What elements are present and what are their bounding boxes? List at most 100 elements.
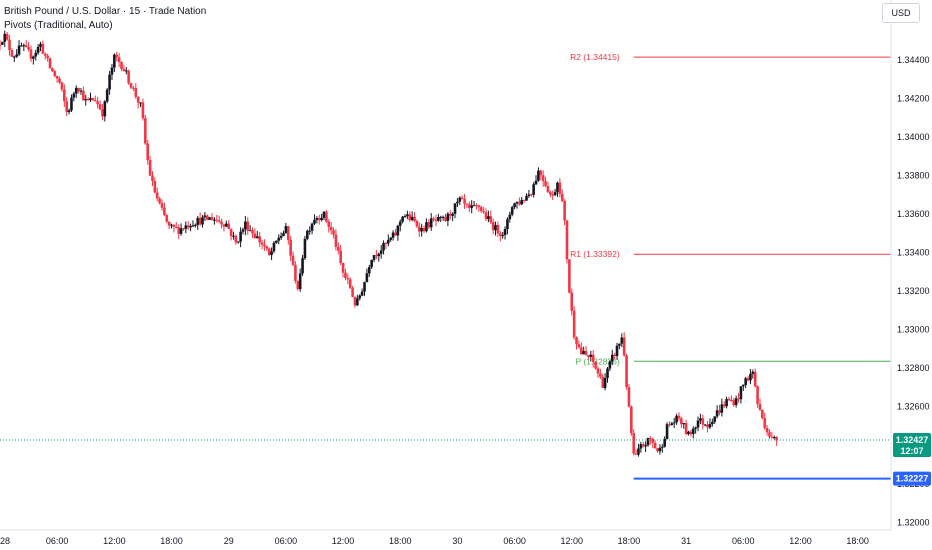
y-tick-label: 1.32000 [897,517,930,527]
candle-body [730,400,733,402]
candle-body [618,343,621,346]
candle-body [286,226,290,240]
candle-body [236,241,240,243]
candle-body [174,226,178,228]
candle-body [658,447,662,452]
x-tick-label: 18:00 [389,536,412,546]
candle-body [575,337,578,345]
candle-body [468,204,471,208]
x-tick-label: 30 [452,536,462,546]
candle-body [291,255,295,265]
candle-body [591,354,595,363]
candle-body [96,101,99,105]
candle-body [182,228,185,230]
candle-body [472,205,476,207]
candle-body [332,230,335,235]
x-tick-label: 12:00 [103,536,126,546]
candle-body [637,448,640,455]
candle-body [711,421,714,425]
candle-body [93,100,97,102]
candle-body [255,236,259,239]
candle-body [651,438,655,443]
candle-body [108,74,111,90]
candle-body [12,56,16,58]
candle-body [579,347,583,355]
candle-body [39,43,42,47]
candle-body [284,226,288,234]
candle-body [653,442,657,449]
candle-body [98,104,102,110]
candle-body [105,89,109,102]
candle-body [722,404,726,407]
candle-body [82,90,85,101]
candle-body [522,199,526,201]
candle-body [170,224,173,226]
indicator-legend[interactable]: Pivots (Traditional, Auto) [4,20,113,31]
candle-body [296,281,300,290]
candle-body [217,220,221,222]
candle-body [432,218,435,220]
y-tick-label: 1.34400 [897,55,930,65]
candle-body [91,98,95,101]
candle-body [113,54,116,68]
candle-body [144,118,147,144]
time-axis[interactable]: 28 06:00 12:00 18:00 29 06:00 12:00 18:00 30 06:0… [0,536,869,546]
currency-button[interactable]: USD [882,3,920,23]
candle-body [34,52,38,57]
level-price-value: 1.32227 [896,474,929,484]
candle-body [772,437,776,439]
candle-body [572,310,576,338]
candle-body [253,233,257,239]
candle-body [632,433,636,454]
candle-body [444,216,447,221]
candle-body [153,180,157,193]
candle-body [675,415,678,423]
candle-body [508,214,512,220]
candle-body [727,398,731,401]
candle-body [460,197,464,199]
current-price-value: 1.32427 [896,435,929,445]
candle-body [494,224,497,231]
candle-body [496,224,500,234]
candle-body [649,438,652,440]
candle-body [334,234,338,248]
candle-body [158,198,161,204]
candle-body [229,228,233,237]
candle-body [222,224,226,227]
candle-body [410,216,414,221]
candle-body [24,45,28,48]
x-tick-label: 06:00 [46,536,69,546]
candle-body [341,262,345,273]
candle-body [58,78,61,83]
candle-body [401,216,404,222]
candle-body [630,406,633,434]
candle-body [15,54,18,57]
candle-body [613,354,616,357]
candle-body [482,211,485,213]
candle-body [186,225,190,228]
candle-body [503,229,507,236]
candle-body [244,221,247,230]
candle-body [363,282,366,292]
candle-body [84,99,88,101]
candle-body [706,424,709,428]
candle-body [563,200,566,221]
candle-body [208,217,211,220]
candle-body [377,253,381,256]
candle-body [682,423,686,425]
candle-body [191,225,195,227]
candle-body [594,362,597,369]
candle-body [103,101,107,117]
candle-body [148,160,152,176]
candle-body [205,215,209,220]
candle-body [301,258,304,274]
candle-body [741,384,745,387]
candle-body [560,193,564,201]
candle-body [677,415,681,419]
candle-body [184,225,188,229]
candle-body [437,217,440,221]
candle-body [3,33,7,42]
candle-body [656,448,659,452]
candle-body [203,215,207,218]
